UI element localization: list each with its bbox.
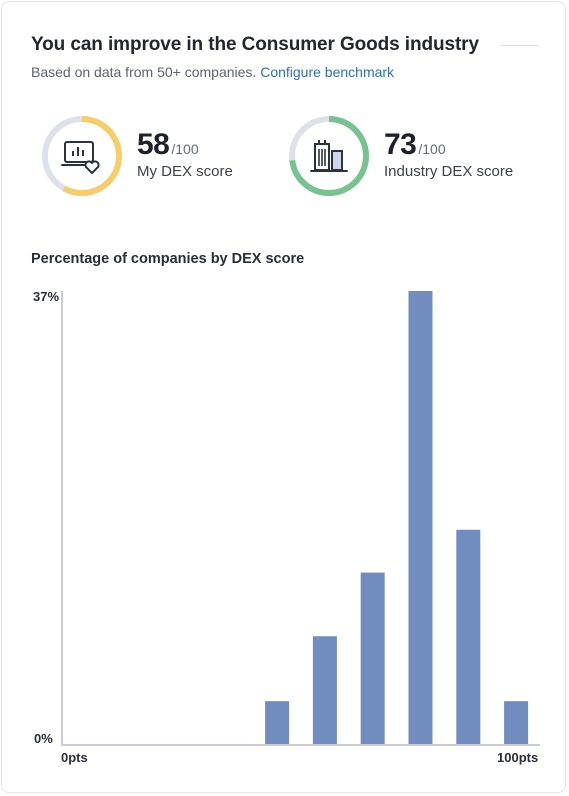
my-score-label: My DEX score [137, 163, 233, 180]
buildings-icon [310, 140, 348, 172]
y-axis-min-label: 0% [34, 731, 53, 746]
bar-4 [265, 701, 290, 744]
y-axis-max-label: 37% [33, 289, 60, 304]
title-divider [501, 45, 538, 46]
x-axis-end-label: 100pts [497, 750, 539, 765]
bar-9 [504, 701, 529, 744]
bar-7 [408, 291, 433, 744]
configure-benchmark-link[interactable]: Configure benchmark [260, 64, 395, 80]
card-title: You can improve in the Consumer Goods in… [31, 34, 479, 55]
my-score-gauge [40, 114, 124, 198]
industry-score-gauge [287, 114, 371, 198]
bar-6 [360, 572, 385, 744]
bar-8 [456, 529, 481, 744]
industry-score-denominator: /100 [418, 141, 446, 157]
chart-title: Percentage of companies by DEX score [31, 251, 305, 267]
industry-score: 73/100 Industry DEX score [384, 128, 513, 180]
my-score-value: 58 [137, 128, 170, 161]
my-score: 58/100 My DEX score [137, 128, 233, 180]
industry-score-value: 73 [384, 128, 417, 161]
bar-5 [312, 636, 337, 744]
industry-score-label: Industry DEX score [384, 163, 514, 180]
subtitle-text: Based on data from 50+ companies. [31, 64, 257, 80]
my-score-denominator: /100 [171, 141, 199, 157]
card-subtitle: Based on data from 50+ companies. Config… [31, 64, 394, 80]
x-axis-start-label: 0pts [61, 750, 88, 765]
monitor-heart-icon [61, 141, 100, 174]
